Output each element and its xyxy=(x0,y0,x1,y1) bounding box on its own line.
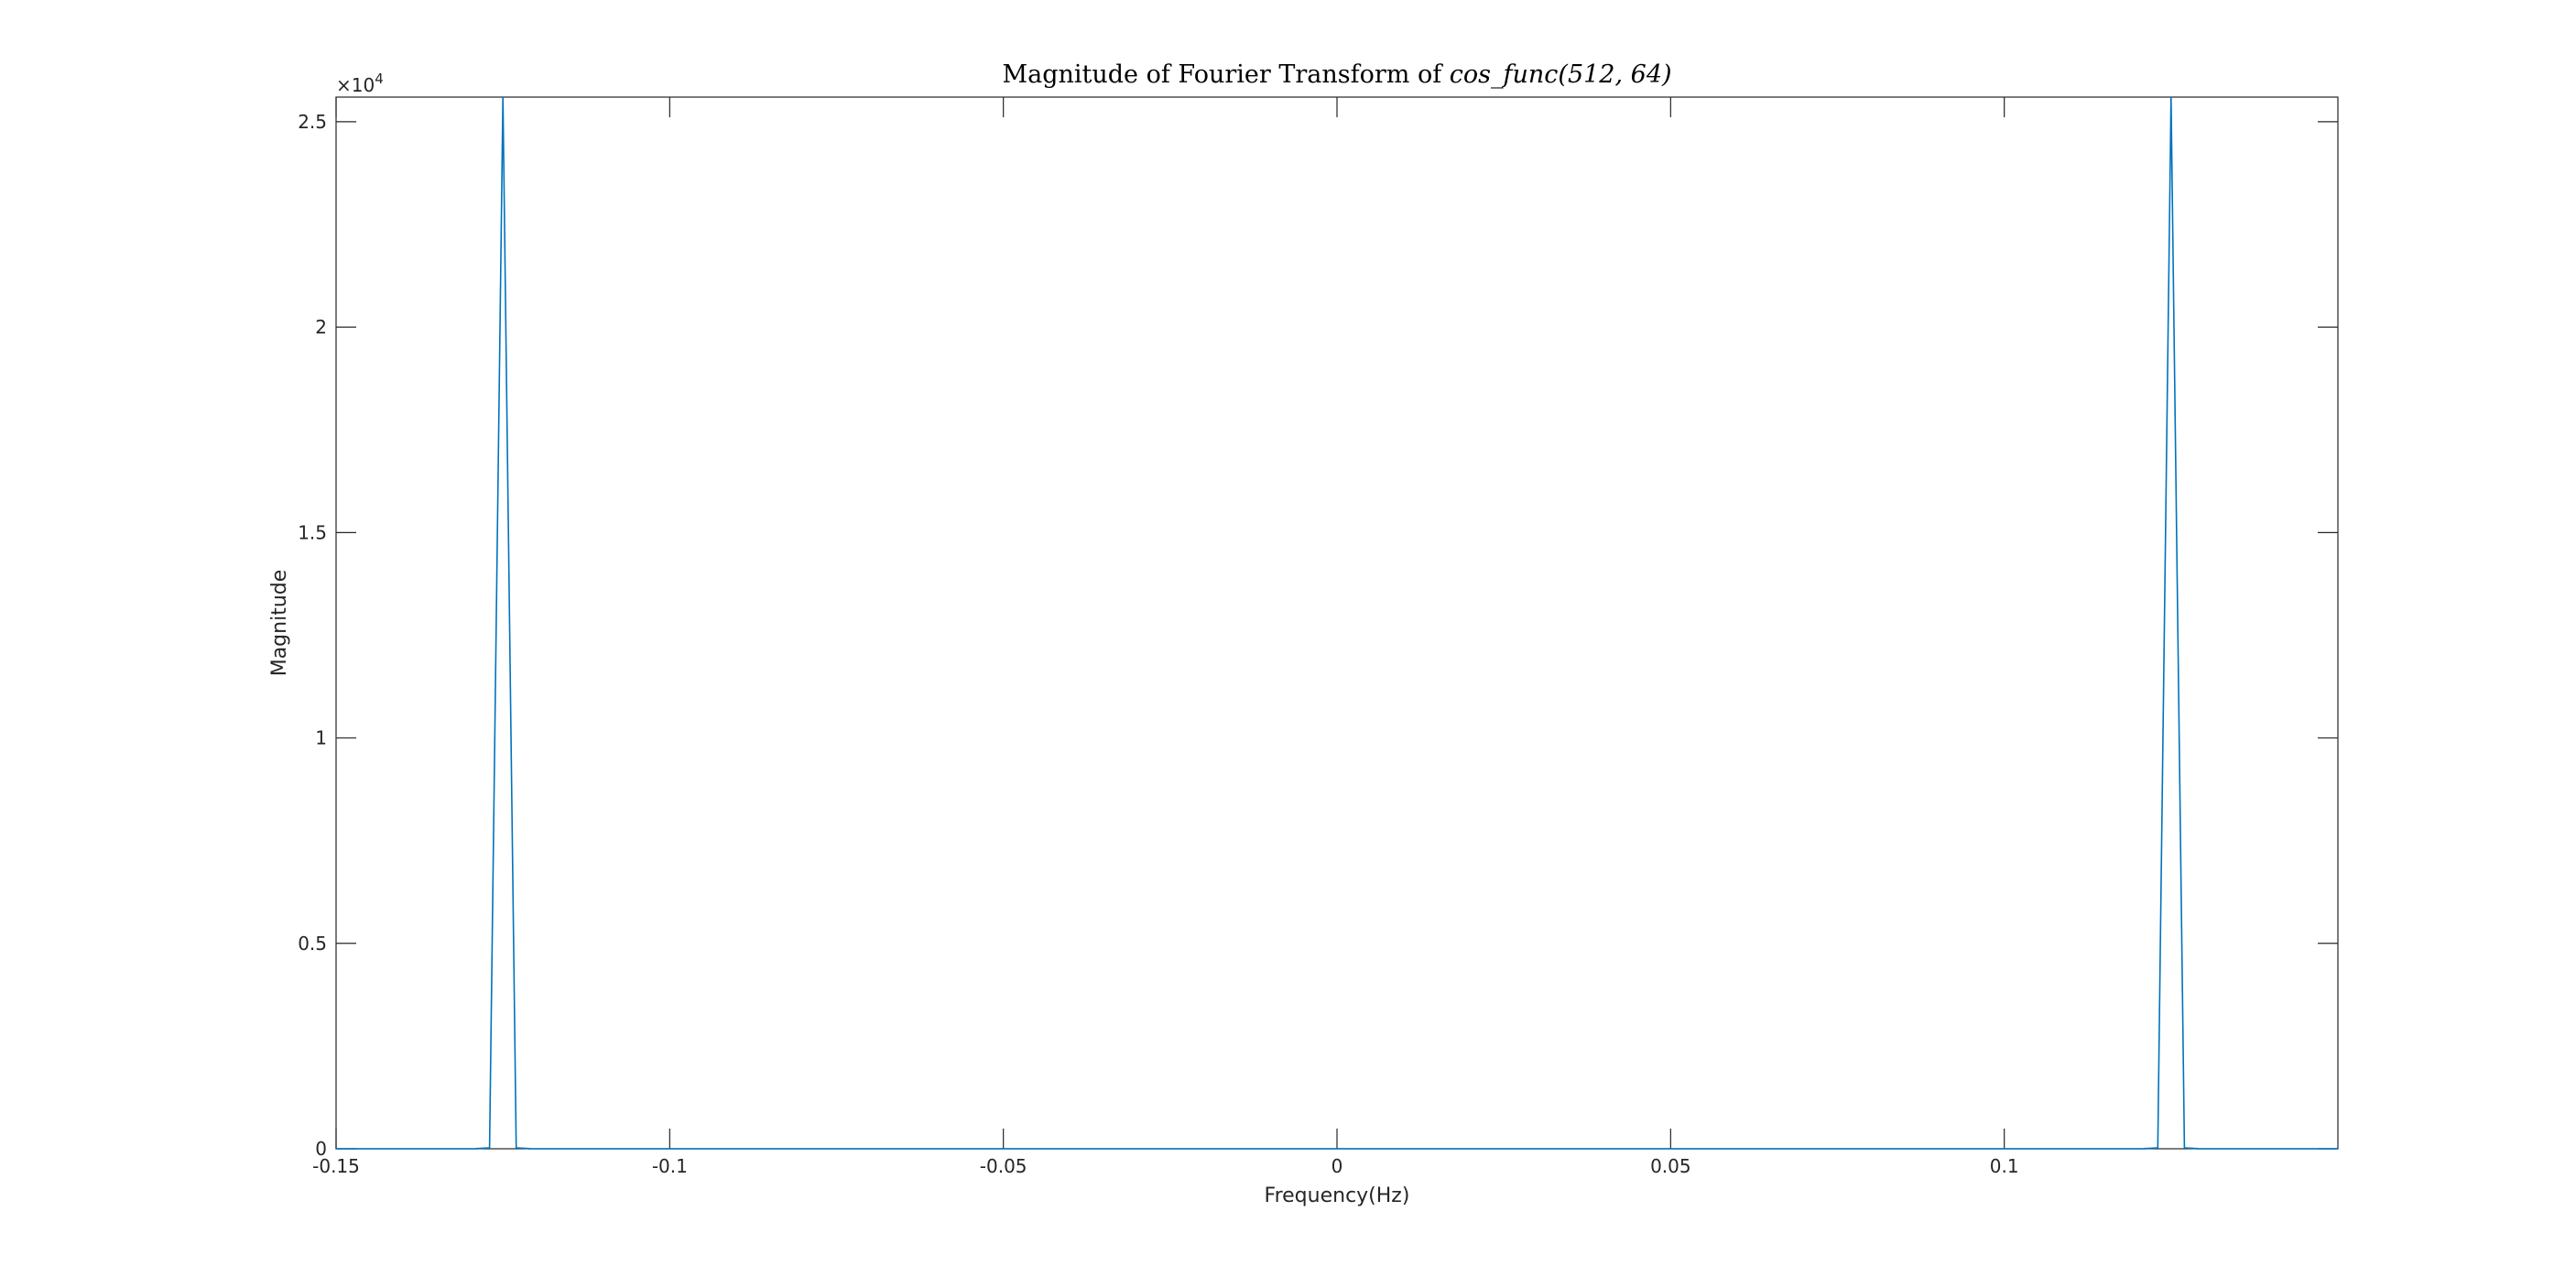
x-axis-ticks: -0.15 -0.1 -0.05 0 0.05 0.1 xyxy=(312,97,2019,1177)
x-tick-label: -0.05 xyxy=(980,1155,1027,1177)
y-tick-label: 2 xyxy=(315,316,327,338)
x-tick-label: -0.1 xyxy=(652,1155,688,1177)
y-tick-label: 0 xyxy=(315,1138,327,1160)
y-axis-exponent: ×104 xyxy=(336,71,384,96)
y-axis-exponent-power: 4 xyxy=(375,71,384,87)
x-tick-label: 0.05 xyxy=(1650,1155,1691,1177)
x-axis-label: Frequency(Hz) xyxy=(1265,1184,1410,1207)
y-axis-exponent-base: ×10 xyxy=(336,74,375,96)
x-tick-label: 0 xyxy=(1331,1155,1343,1177)
y-axis-label: Magnitude xyxy=(268,570,291,677)
x-tick-label: -0.15 xyxy=(312,1155,360,1177)
y-tick-label: 2.5 xyxy=(298,111,327,133)
chart-title-prefix: Magnitude of Fourier Transform of xyxy=(1002,60,1449,89)
y-axis-ticks: 0 0.5 1 1.5 2 2.5 xyxy=(298,111,2338,1160)
chart-title: Magnitude of Fourier Transform of cos_fu… xyxy=(1002,60,1671,89)
y-tick-label: 1.5 xyxy=(298,521,327,543)
x-tick-label: 0.1 xyxy=(1990,1155,2019,1177)
axes-box xyxy=(335,96,2339,1150)
chart-title-math: cos_func(512, 64) xyxy=(1450,60,1672,89)
y-tick-label: 1 xyxy=(315,727,327,749)
y-tick-label: 0.5 xyxy=(298,933,327,955)
series-line xyxy=(336,96,2338,1150)
